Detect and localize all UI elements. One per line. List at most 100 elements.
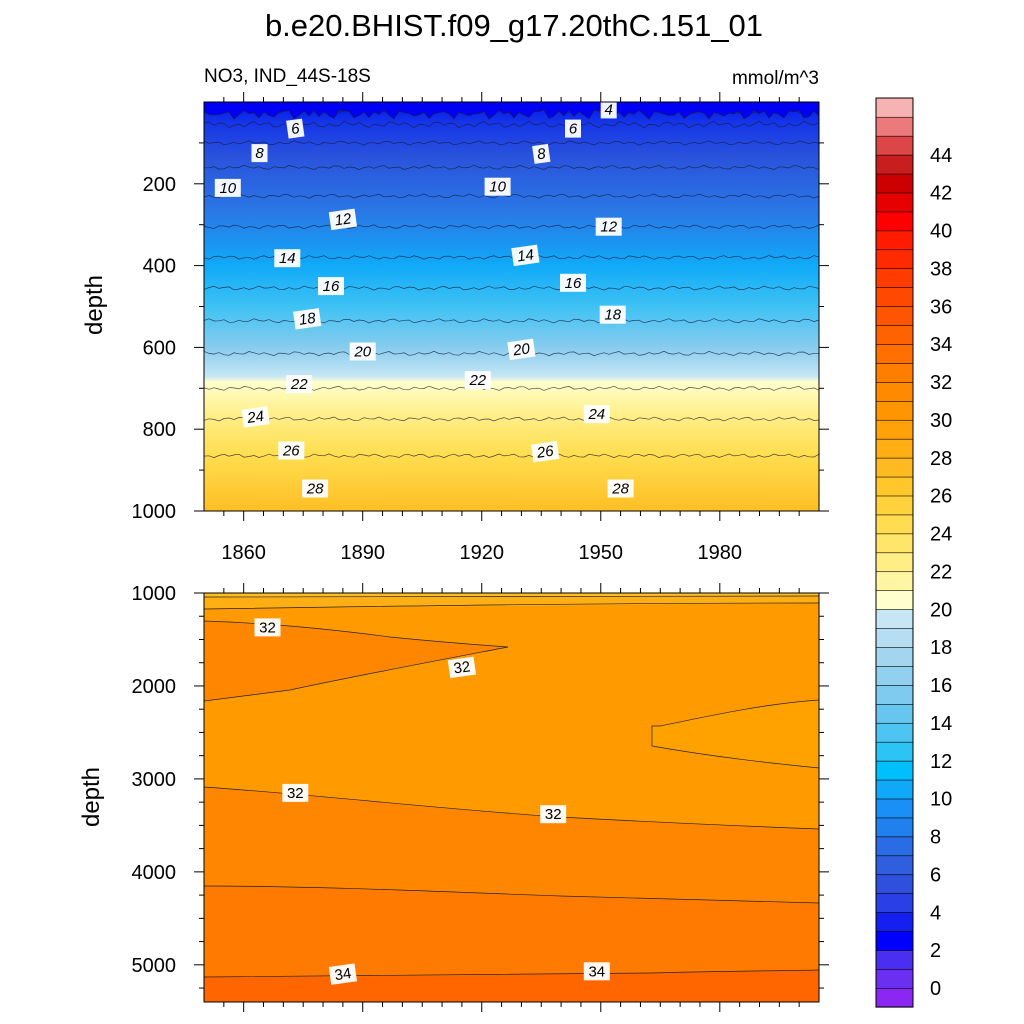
upper-contour-label-22: 26 bbox=[531, 440, 560, 463]
colorbar-swatch bbox=[875, 893, 914, 913]
upper-contour-label-text-20: 24 bbox=[587, 406, 605, 423]
colorbar-swatch bbox=[875, 192, 914, 213]
upper-contour-label-3: 8 bbox=[251, 144, 268, 163]
upper-contour-14 bbox=[204, 224, 819, 230]
colorbar-swatch bbox=[875, 533, 914, 554]
upper-contour-label-text-1: 6 bbox=[290, 120, 301, 138]
upper-contour-16 bbox=[204, 255, 819, 260]
upper-contour-label-text-17: 22 bbox=[290, 376, 308, 393]
colorbar-swatch bbox=[875, 97, 914, 118]
upper-contour-label-text-16: 20 bbox=[511, 340, 532, 359]
upper-panel: 4 6 6 8 8 10 10 12 12 14 14 16 16 18 18 20 20 22 22 24 24 26 2… bbox=[81, 92, 829, 564]
upper-contour-label-10: 14 bbox=[511, 244, 540, 267]
units-label: mmol/m^3 bbox=[732, 68, 819, 89]
upper-surface-band bbox=[204, 102, 819, 120]
upper-contour-18 bbox=[204, 285, 819, 291]
upper-contour-label-17: 22 bbox=[286, 375, 313, 394]
chart-title: b.e20.BHIST.f09_g17.20thC.151_01 bbox=[265, 8, 763, 43]
colorbar-swatch bbox=[875, 514, 914, 535]
upper-contour-label-2: 6 bbox=[565, 119, 581, 138]
lower-contour-label-3: 32 bbox=[540, 805, 567, 824]
colorbar-label: 16 bbox=[930, 675, 952, 697]
colorbar-swatch bbox=[875, 855, 914, 876]
upper-contour-label-13: 18 bbox=[293, 308, 322, 330]
colorbar-label: 8 bbox=[930, 827, 941, 849]
upper-contour-label-9: 14 bbox=[274, 249, 301, 268]
colorbar-label: 26 bbox=[930, 486, 952, 508]
upper-contour-label-text-5: 10 bbox=[219, 180, 236, 197]
colorbar-label: 40 bbox=[930, 221, 952, 243]
colorbar-swatch bbox=[875, 571, 914, 591]
colorbar-label: 2 bbox=[930, 940, 941, 962]
colorbar-swatch bbox=[875, 987, 914, 1008]
upper-x-tick-label: 1920 bbox=[459, 542, 504, 564]
colorbar-swatch bbox=[875, 760, 914, 781]
colorbar-label: 18 bbox=[930, 637, 952, 659]
upper-contour-label-text-15: 20 bbox=[353, 344, 371, 361]
upper-contour-label-text-6: 10 bbox=[489, 179, 506, 196]
lower-contour-a bbox=[204, 595, 819, 598]
upper-contour-label-text-9: 14 bbox=[279, 250, 296, 267]
colorbar-swatch bbox=[875, 874, 914, 894]
upper-contour-label-box-1 bbox=[286, 118, 305, 139]
colorbar-swatch bbox=[875, 552, 914, 573]
colorbar-label: 4 bbox=[930, 902, 941, 924]
upper-contour-label-8: 12 bbox=[595, 217, 622, 236]
colorbar-swatch bbox=[875, 343, 914, 364]
colorbar-swatch bbox=[875, 173, 914, 194]
upper-contour-label-text-0: 4 bbox=[605, 101, 613, 118]
upper-contour-label-7: 12 bbox=[328, 208, 358, 231]
upper-contour-label-box-22 bbox=[531, 440, 560, 463]
upper-y-tick-label: 800 bbox=[143, 419, 176, 441]
colorbar-swatch bbox=[875, 741, 914, 762]
colorbar-label: 6 bbox=[930, 864, 941, 886]
colorbar-swatch bbox=[875, 438, 914, 459]
colorbar-swatch bbox=[875, 306, 914, 326]
upper-contour-label-text-2: 6 bbox=[569, 121, 578, 138]
colorbar-label: 30 bbox=[930, 410, 952, 432]
upper-contour-label-20: 24 bbox=[583, 405, 610, 424]
upper-contour-label-text-10: 14 bbox=[516, 246, 535, 265]
upper-contour-label-box-23 bbox=[302, 479, 329, 498]
upper-contour-label-box-18 bbox=[464, 371, 491, 390]
colorbar-label: 22 bbox=[930, 561, 952, 583]
upper-contour-label-18: 22 bbox=[464, 371, 491, 390]
upper-x-tick-label: 1860 bbox=[221, 542, 266, 564]
upper-contour-label-text-7: 12 bbox=[334, 210, 354, 229]
upper-contour-label-box-16 bbox=[507, 338, 536, 361]
colorbar-swatch bbox=[875, 722, 914, 743]
colorbar-swatch bbox=[875, 135, 914, 156]
upper-contour-label-text-8: 12 bbox=[600, 219, 617, 236]
upper-y-tick-label: 600 bbox=[143, 337, 176, 359]
colorbar-swatch bbox=[875, 419, 914, 440]
colorbar-label: 24 bbox=[930, 524, 952, 546]
lower-contour-label-box-2 bbox=[282, 783, 309, 802]
upper-contour-label-text-21: 26 bbox=[282, 443, 300, 460]
colorbar-swatch bbox=[875, 968, 914, 989]
colorbar-label: 14 bbox=[930, 713, 952, 735]
upper-contour-label-16: 20 bbox=[507, 338, 536, 361]
upper-contour-label-text-3: 8 bbox=[255, 145, 264, 162]
upper-contour-10 bbox=[204, 164, 819, 170]
upper-contour-8 bbox=[204, 140, 819, 146]
colorbar-swatch bbox=[875, 684, 914, 705]
upper-contour-label-15: 20 bbox=[349, 342, 376, 361]
colorbar-swatch bbox=[875, 627, 914, 648]
upper-contour-label-box-12 bbox=[560, 273, 586, 292]
lower-contour-label-text-2: 32 bbox=[287, 785, 304, 802]
lower-contour-label-text-5: 34 bbox=[588, 963, 605, 980]
upper-contour-label-box-13 bbox=[293, 308, 322, 330]
colorbar-swatch bbox=[875, 798, 914, 819]
upper-contour-label-box-20 bbox=[583, 405, 610, 424]
lower-band-shallow-2 bbox=[204, 596, 819, 609]
upper-contour-label-box-14 bbox=[599, 305, 626, 324]
colorbar-label: 32 bbox=[930, 372, 952, 394]
colorbar-swatch bbox=[875, 609, 914, 629]
upper-contour-label-24: 28 bbox=[607, 479, 634, 498]
lower-contour-label-text-0: 32 bbox=[259, 619, 276, 636]
colorbar-swatch bbox=[875, 646, 914, 667]
upper-contour-label-box-24 bbox=[607, 479, 634, 498]
colorbar-swatch bbox=[875, 249, 914, 270]
lower-contour-label-4: 34 bbox=[328, 963, 358, 985]
colorbar-swatch bbox=[875, 116, 914, 137]
